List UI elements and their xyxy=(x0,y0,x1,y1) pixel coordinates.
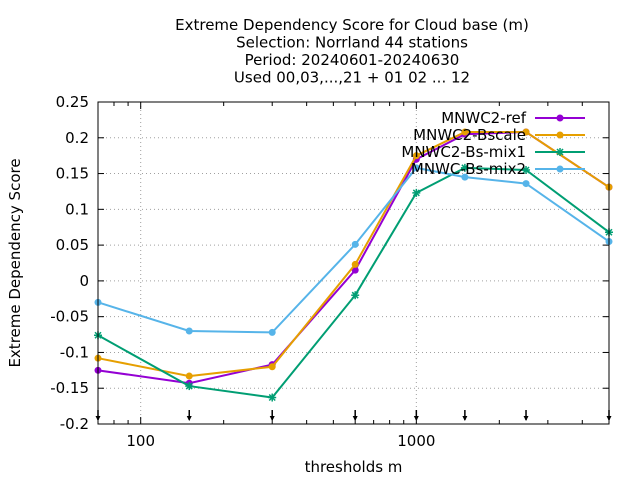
data-point xyxy=(412,188,421,197)
threshold-arrow xyxy=(462,410,468,421)
y-tick-label: 0 xyxy=(79,272,89,290)
y-axis: -0.2 -0.15 -0.1 -0.05 0 0.05 0.1 0.15 0.2 0.25 xyxy=(50,93,609,433)
grid xyxy=(98,102,609,424)
threshold-markers xyxy=(95,410,612,421)
data-point xyxy=(461,128,469,136)
plot-frame xyxy=(97,101,610,425)
data-point xyxy=(351,260,359,268)
y-tick-label: -0.05 xyxy=(50,308,89,326)
data-point xyxy=(268,328,276,336)
threshold-arrow xyxy=(523,410,529,421)
title-line: Extreme Dependency Score for Cloud base … xyxy=(175,16,529,34)
chart-title: Extreme Dependency Score for Cloud base … xyxy=(175,16,529,87)
data-point xyxy=(522,165,531,174)
series-mnwc2-bscale xyxy=(94,128,613,380)
series-mnwc2-ref xyxy=(94,128,613,387)
legend-label: MNWC2-Bs-mix1 xyxy=(401,143,526,161)
x-tick-label: 100 xyxy=(126,432,155,450)
legend-label: MNWC-Bs-mix2 xyxy=(411,160,526,178)
legend: MNWC2-refMNWC2-BscaleMNWC2-Bs-mix1MNWC-B… xyxy=(401,109,585,178)
y-tick-label: 0.25 xyxy=(56,93,89,111)
y-axis-label: Extreme Dependency Score xyxy=(6,158,24,367)
data-point xyxy=(185,372,193,380)
series-mnwc-bs-mix2 xyxy=(94,164,613,336)
data-point xyxy=(268,363,276,371)
y-tick-label: 0.15 xyxy=(56,165,89,183)
y-tick-label: 0.1 xyxy=(65,200,89,218)
y-tick-label: -0.1 xyxy=(60,343,89,361)
y-tick-label: 0.2 xyxy=(65,129,89,147)
legend-swatch-marker xyxy=(556,131,564,139)
threshold-arrow xyxy=(269,410,275,421)
data-point xyxy=(351,240,359,248)
legend-swatch-marker xyxy=(556,165,564,173)
series-line xyxy=(97,131,610,385)
series xyxy=(94,128,613,402)
x-axis-label: thresholds m xyxy=(305,458,403,476)
series-line xyxy=(97,131,610,378)
y-tick-label: -0.2 xyxy=(60,415,89,433)
data-point xyxy=(460,163,469,172)
legend-label: MNWC2-ref xyxy=(441,109,526,127)
threshold-arrow xyxy=(413,410,419,421)
data-point xyxy=(185,327,193,335)
series-mnwc2-bs-mix1 xyxy=(94,163,613,402)
title-line: Period: 20240601-20240630 xyxy=(245,51,460,69)
y-tick-label: 0.05 xyxy=(56,236,89,254)
data-point xyxy=(522,180,530,188)
y-tick-label: -0.15 xyxy=(50,379,89,397)
series-line xyxy=(97,166,610,399)
title-line: Selection: Norrland 44 stations xyxy=(236,34,468,52)
legend-label: MNWC2-Bscale xyxy=(413,126,526,144)
data-point xyxy=(351,291,360,300)
x-axis: 100 1000 xyxy=(113,102,583,450)
data-point xyxy=(461,173,469,181)
legend-swatch-marker xyxy=(556,148,564,156)
series-line xyxy=(97,166,610,334)
data-point xyxy=(522,128,530,136)
legend-swatch-marker xyxy=(556,114,564,122)
threshold-arrow xyxy=(186,410,192,421)
data-point xyxy=(185,382,194,391)
data-point xyxy=(412,152,420,160)
data-point xyxy=(351,266,359,274)
data-point xyxy=(412,164,420,172)
title-line: Used 00,03,...,21 + 01 02 ... 12 xyxy=(234,69,470,87)
x-tick-label: 1000 xyxy=(397,432,435,450)
data-point xyxy=(268,393,277,402)
threshold-arrow xyxy=(352,410,358,421)
